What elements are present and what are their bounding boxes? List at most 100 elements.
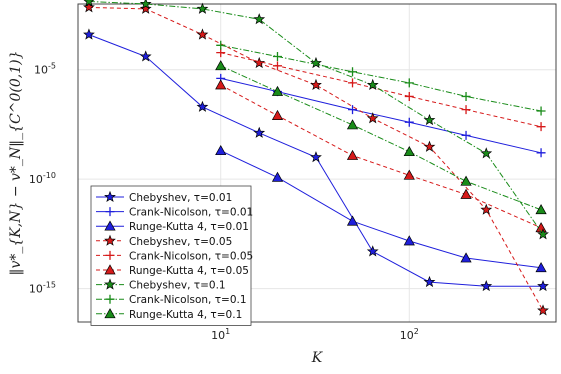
data-point xyxy=(460,188,472,199)
y-tick-label: 10-10 xyxy=(29,171,56,186)
data-point xyxy=(403,169,415,180)
data-point xyxy=(423,275,436,288)
data-point xyxy=(366,245,379,257)
series-3 xyxy=(215,144,547,273)
x-tick-label: 101 xyxy=(211,327,230,342)
data-point xyxy=(310,56,322,69)
data-point xyxy=(272,52,282,62)
data-point xyxy=(346,119,359,130)
tick-labels: 101 102 10-15 10-10 10-5 xyxy=(29,62,419,342)
data-point xyxy=(139,2,152,14)
data-point xyxy=(537,228,549,240)
data-point xyxy=(461,105,471,115)
data-point xyxy=(480,203,493,215)
data-point xyxy=(480,147,493,159)
data-point xyxy=(253,126,266,138)
legend-item: Runge-Kutta 4, τ=0.1 xyxy=(96,308,242,321)
data-point xyxy=(535,204,547,215)
legend-label: Chebyshev, τ=0.01 xyxy=(129,192,232,204)
series-line xyxy=(220,65,542,211)
series-4 xyxy=(83,1,549,316)
data-point xyxy=(537,304,549,316)
x-tick-label: 102 xyxy=(400,327,419,342)
legend-label: Runge-Kutta 4, τ=0.01 xyxy=(129,221,249,233)
data-point xyxy=(139,50,152,62)
legend-label: Runge-Kutta 4, τ=0.1 xyxy=(129,309,242,321)
legend-marker xyxy=(105,294,115,304)
legend-label: Crank-Nicolson, τ=0.1 xyxy=(129,294,247,306)
series-6 xyxy=(215,79,547,233)
data-point xyxy=(536,106,546,116)
series-line xyxy=(88,6,544,311)
data-point xyxy=(404,91,414,101)
series-line xyxy=(220,150,542,269)
data-point xyxy=(403,145,415,157)
data-point xyxy=(366,78,379,91)
series-line xyxy=(220,77,542,154)
data-point xyxy=(536,148,546,158)
data-point xyxy=(83,1,95,13)
data-point xyxy=(480,279,493,292)
data-point xyxy=(536,122,546,132)
legend-label: Crank-Nicolson, τ=0.05 xyxy=(129,250,253,262)
data-point xyxy=(215,79,227,90)
data-point xyxy=(461,130,471,140)
legend-item: Runge-Kutta 4, τ=0.05 xyxy=(96,264,249,277)
data-point xyxy=(215,144,227,156)
data-point xyxy=(403,235,415,246)
data-point xyxy=(366,112,379,124)
legend-marker xyxy=(104,308,116,319)
data-point xyxy=(196,100,209,112)
data-point xyxy=(535,262,547,273)
data-point xyxy=(423,140,436,152)
legend-item: Runge-Kutta 4, τ=0.01 xyxy=(96,220,249,233)
data-point xyxy=(271,109,284,120)
data-point xyxy=(346,149,359,160)
legend-label: Chebyshev, τ=0.05 xyxy=(129,236,232,248)
legend-label: Runge-Kutta 4, τ=0.05 xyxy=(129,265,249,277)
legend-marker xyxy=(105,250,115,260)
legend-label: Crank-Nicolson, τ=0.01 xyxy=(129,207,253,219)
data-point xyxy=(271,171,284,182)
data-point xyxy=(310,151,322,163)
series-line xyxy=(220,44,542,112)
legend-marker xyxy=(105,207,115,217)
data-point xyxy=(196,28,209,40)
legend-item: Crank-Nicolson, τ=0.01 xyxy=(96,207,253,219)
data-point xyxy=(310,78,322,91)
legend-label: Chebyshev, τ=0.1 xyxy=(129,280,226,292)
data-point xyxy=(272,61,282,71)
legend-item: Chebyshev, τ=0.01 xyxy=(96,190,232,204)
legend: Chebyshev, τ=0.01 Crank-Nicolson, τ=0.01 R… xyxy=(90,185,253,326)
data-point xyxy=(423,113,436,126)
data-point xyxy=(404,78,414,88)
y-axis-label-text: ‖v*_{K,N} − v*_N‖_{C^0(0,1)} xyxy=(8,50,24,275)
y-tick-label: 10-15 xyxy=(29,281,56,296)
data-point xyxy=(215,60,227,71)
data-point xyxy=(537,279,549,292)
series-7 xyxy=(83,0,549,240)
data-point xyxy=(461,91,471,101)
legend-item: Crank-Nicolson, τ=0.1 xyxy=(96,294,247,306)
data-point xyxy=(83,0,95,7)
legend-item: Chebyshev, τ=0.05 xyxy=(96,234,232,248)
legend-item: Chebyshev, τ=0.1 xyxy=(96,278,226,292)
data-point xyxy=(83,28,95,40)
data-point xyxy=(139,0,152,10)
y-tick-label: 10-5 xyxy=(34,62,56,77)
series-layer xyxy=(83,0,549,316)
data-point xyxy=(460,252,472,263)
data-point xyxy=(348,78,358,88)
data-point xyxy=(404,117,414,127)
legend-marker xyxy=(104,234,116,246)
legend-marker xyxy=(104,278,116,290)
series-9 xyxy=(215,60,547,215)
data-point xyxy=(216,40,226,50)
data-point xyxy=(253,56,266,69)
data-point xyxy=(348,105,358,115)
y-axis-label: ‖v*_{K,N} − v*_N‖_{C^0(0,1)} xyxy=(8,50,24,275)
x-axis-label: K xyxy=(311,350,324,366)
legend-marker xyxy=(104,220,116,231)
